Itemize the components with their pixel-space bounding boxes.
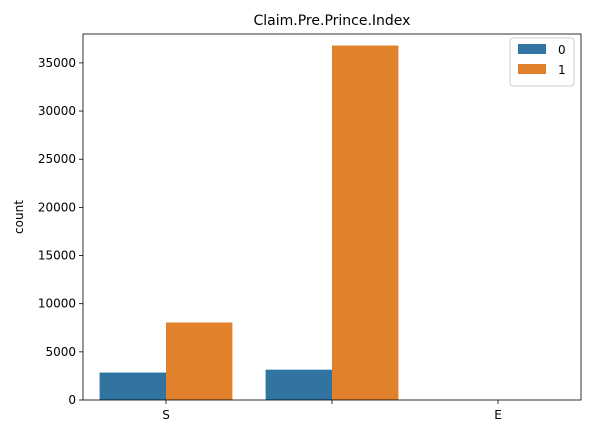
y-axis: 0 5000 10000 15000 20000 25000 30000 35000 — [38, 56, 83, 407]
bar-1-1 — [332, 45, 399, 401]
legend-swatch-1 — [518, 64, 546, 74]
y-tick-label: 35000 — [38, 56, 76, 70]
bars-group — [99, 45, 399, 401]
y-tick-label: 0 — [68, 393, 76, 407]
y-tick-label: 30000 — [38, 104, 76, 118]
y-tick-label: 10000 — [38, 297, 76, 311]
y-axis-label: count — [12, 200, 26, 234]
y-tick-label: 15000 — [38, 249, 76, 263]
y-tick-label: 20000 — [38, 200, 76, 214]
legend-swatch-0 — [518, 44, 546, 54]
chart-title: Claim.Pre.Prince.Index — [254, 13, 411, 29]
legend: 01 — [509, 37, 575, 87]
bar-0-0 — [99, 372, 166, 400]
x-tick-label: S — [162, 408, 170, 422]
legend-label-0: 0 — [558, 43, 566, 57]
x-tick-label: E — [494, 408, 502, 422]
bar-1-0 — [166, 322, 233, 400]
bar-0-1 — [265, 369, 332, 400]
y-tick-label: 5000 — [45, 345, 76, 359]
y-tick-label: 25000 — [38, 152, 76, 166]
legend-label-1: 1 — [558, 63, 566, 77]
